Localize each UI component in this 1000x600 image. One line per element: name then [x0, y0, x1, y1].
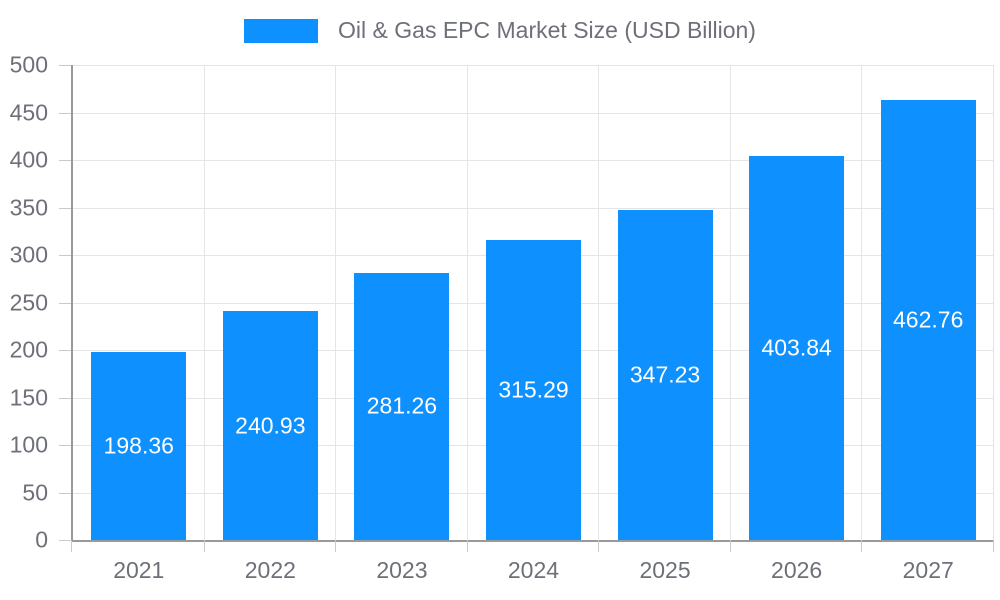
- x-tick-label: 2021: [113, 557, 165, 583]
- x-axis-tick: [71, 540, 72, 552]
- y-axis-labels: 0 50 100 150 200 250 300 350 400 450 500: [0, 53, 48, 551]
- y-axis-tick: [59, 492, 71, 494]
- y-tick-label: 150: [9, 384, 48, 410]
- x-tick-label: 2023: [376, 557, 428, 583]
- gridline-v: [861, 65, 863, 540]
- y-axis-tick: [59, 350, 71, 351]
- y-tick-label: 100: [9, 431, 48, 458]
- y-axis-tick: [59, 65, 71, 66]
- x-axis-tick: [335, 540, 337, 552]
- bar[interactable]: 240.93: [222, 311, 318, 540]
- y-axis-tick: [59, 445, 71, 446]
- y-tick-label: 200: [9, 336, 48, 363]
- gridline-v: [598, 65, 600, 540]
- bar-value-label: 462.76: [893, 306, 964, 333]
- x-axis-tick: [598, 540, 600, 552]
- x-axis-tick: [203, 540, 205, 552]
- chart-legend[interactable]: Oil & Gas EPC Market Size (USD Billion): [0, 17, 1000, 44]
- y-axis-tick: [59, 160, 71, 161]
- x-axis-tick: [466, 540, 468, 552]
- y-axis-tick: [59, 112, 71, 114]
- x-axis-tick: [729, 540, 731, 552]
- gridline-v: [466, 65, 468, 540]
- bar-value-label: 281.26: [366, 392, 438, 419]
- x-tick-label: 2025: [639, 557, 691, 583]
- x-tick-label: 2027: [902, 557, 954, 583]
- x-tick-label: 2026: [771, 557, 823, 583]
- x-tick-label: 2022: [244, 557, 296, 583]
- plot-area: 198.36 240.93 281.26 315.29 347.23 403.84 462.…: [59, 65, 994, 552]
- y-axis-tick: [59, 207, 71, 209]
- gridline-v: [203, 65, 205, 540]
- gridline-h: [73, 65, 994, 66]
- bar-value-label: 198.36: [103, 432, 174, 459]
- bar-value-label: 347.23: [629, 361, 701, 388]
- y-tick-label: 0: [35, 526, 48, 553]
- bar-value-label: 315.29: [498, 376, 569, 403]
- y-tick-label: 250: [9, 289, 48, 315]
- y-tick-label: 450: [9, 99, 48, 125]
- gridline-v: [335, 65, 337, 540]
- y-tick-label: 50: [22, 479, 48, 505]
- y-axis-tick: [59, 397, 71, 399]
- gridline-v: [993, 65, 994, 540]
- y-tick-label: 300: [9, 241, 48, 268]
- x-axis-line: [71, 540, 994, 542]
- bar[interactable]: 403.84: [749, 156, 845, 540]
- x-axis-labels: 2021 2022 2023 2024 2025 2026 2027: [73, 557, 994, 587]
- x-axis-tick: [993, 540, 994, 552]
- gridline-v: [729, 65, 731, 540]
- bar[interactable]: 462.76: [880, 100, 976, 540]
- y-axis-tick: [59, 255, 71, 256]
- y-tick-label: 350: [9, 194, 48, 220]
- bar-value-label: 240.93: [235, 412, 306, 439]
- y-axis-tick: [59, 540, 71, 541]
- y-tick-label: 500: [9, 51, 48, 78]
- legend-swatch-icon: [244, 18, 319, 43]
- y-axis-line: [71, 65, 73, 540]
- bar[interactable]: 315.29: [486, 240, 581, 540]
- bar[interactable]: 198.36: [91, 351, 187, 540]
- bar[interactable]: 281.26: [354, 272, 450, 540]
- bar[interactable]: 347.23: [617, 210, 713, 540]
- x-axis-tick: [861, 540, 863, 552]
- x-tick-label: 2024: [507, 557, 560, 583]
- legend-label: Oil & Gas EPC Market Size (USD Billion): [338, 17, 756, 43]
- bar-value-label: 403.84: [761, 334, 832, 361]
- gridline-h: [73, 207, 994, 209]
- y-tick-label: 400: [9, 146, 48, 173]
- gridline-h: [73, 160, 994, 161]
- gridline-h: [73, 112, 994, 114]
- y-axis-tick: [59, 302, 71, 304]
